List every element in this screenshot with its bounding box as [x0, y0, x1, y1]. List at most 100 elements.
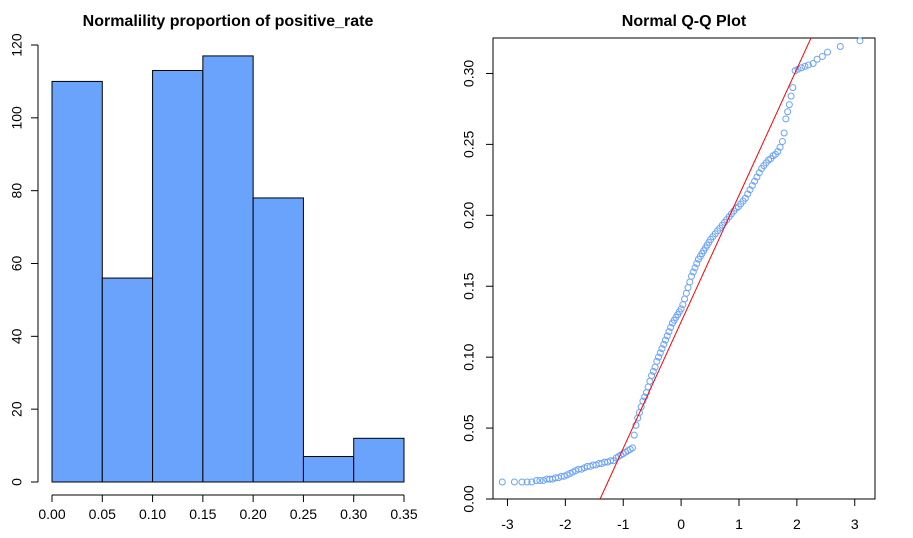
histogram-y-tick-label: 40	[9, 328, 25, 344]
histogram-bar	[353, 437, 405, 483]
qq-point	[856, 37, 864, 45]
qq-y-tick-label: 0.20	[461, 201, 477, 228]
qq-x-axis: -3 -2 -1 0 1 2 3	[501, 499, 859, 532]
qq-point	[630, 431, 638, 439]
qq-point	[818, 52, 826, 60]
histogram-bars	[51, 55, 405, 483]
qq-point	[606, 457, 614, 465]
qq-point	[518, 478, 526, 486]
qq-x-tick-label: 0	[677, 516, 685, 532]
histogram-y-axis: 0 20 40 60 80 100 120	[9, 33, 39, 486]
qq-point	[824, 48, 832, 56]
qq-point	[780, 129, 788, 137]
histogram-x-axis: 0.00 0.05 0.10 0.15 0.20 0.25 0.30 0.35	[38, 494, 418, 522]
qq-point	[523, 478, 531, 486]
qq-point	[532, 477, 540, 485]
qq-point	[836, 43, 844, 51]
qq-point	[681, 295, 689, 303]
qq-y-tick-label: 0.10	[461, 343, 477, 370]
qq-point	[646, 377, 654, 385]
histogram-y-tick-label: 100	[9, 106, 25, 130]
qq-point	[801, 62, 809, 70]
histogram-y-tick-label: 120	[9, 33, 25, 57]
qq-y-tick-label: 0.30	[461, 60, 477, 87]
qq-points	[498, 37, 864, 486]
qq-point	[785, 101, 793, 109]
qq-point	[663, 332, 671, 340]
histogram-x-tick-label: 0.15	[189, 506, 216, 522]
qq-point	[498, 478, 506, 486]
histogram-x-tick-label: 0.20	[240, 506, 267, 522]
histogram-bar	[101, 277, 154, 483]
histogram-x-tick-label: 0.10	[139, 506, 166, 522]
qq-y-tick-label: 0.00	[461, 485, 477, 512]
histogram-y-tick-label: 60	[9, 256, 25, 272]
qq-x-tick-label: -3	[501, 516, 514, 532]
qq-point	[660, 340, 668, 348]
qq-point	[655, 353, 663, 361]
qq-reference-line-segment	[599, 38, 812, 499]
qq-point	[782, 115, 790, 123]
qq-point	[684, 284, 692, 292]
qq-reference-line	[599, 38, 812, 499]
histogram-x-tick-label: 0.00	[38, 506, 65, 522]
qq-x-tick-label: -1	[617, 516, 630, 532]
histogram-bar	[252, 197, 304, 483]
qq-x-tick-label: -2	[559, 516, 572, 532]
qq-point	[797, 64, 805, 72]
qq-point	[789, 84, 797, 92]
qq-point	[686, 278, 694, 286]
qq-y-axis: 0.00 0.05 0.10 0.15 0.20 0.25 0.30	[461, 60, 493, 513]
qq-plot-box	[492, 37, 876, 500]
qq-x-tick-label: 1	[735, 516, 743, 532]
histogram-x-tick-label: 0.35	[390, 506, 417, 522]
qq-point	[536, 477, 544, 485]
qq-point	[693, 260, 701, 268]
qq-point	[667, 323, 675, 331]
qq-point	[641, 393, 649, 401]
qq-y-tick-label: 0.15	[461, 272, 477, 299]
qq-point	[688, 272, 696, 280]
qq-point	[658, 345, 666, 353]
qq-point	[632, 421, 640, 429]
histogram-bar	[152, 69, 204, 483]
histogram-title: Normalility proportion of positive_rate	[83, 13, 374, 30]
qq-y-tick-label: 0.05	[461, 414, 477, 441]
qq-point	[528, 478, 536, 486]
qq-point	[776, 143, 784, 151]
qq-point	[649, 367, 657, 375]
qq-point	[682, 289, 690, 297]
qq-point	[628, 444, 636, 452]
qq-point	[784, 108, 792, 116]
histogram-y-tick-label: 20	[9, 401, 25, 417]
qq-point	[661, 336, 669, 344]
qq-point	[539, 477, 547, 485]
histogram-panel: Normalility proportion of positive_rate …	[9, 13, 418, 522]
histogram-x-tick-label: 0.05	[89, 506, 116, 522]
histogram-x-tick-label: 0.30	[340, 506, 367, 522]
qq-point	[656, 349, 664, 357]
qq-point	[809, 60, 817, 68]
histogram-x-tick-label: 0.25	[290, 506, 317, 522]
histogram-y-tick-label: 80	[9, 183, 25, 199]
qq-x-tick-label: 2	[793, 516, 801, 532]
histogram-y-tick-label: 0	[9, 478, 25, 486]
qq-point	[653, 357, 661, 365]
qq-plot-title: Normal Q-Q Plot	[622, 13, 747, 30]
qq-point	[804, 61, 812, 69]
qq-point	[510, 478, 518, 486]
histogram-bar	[51, 80, 103, 483]
qq-plot-panel: Normal Q-Q Plot -3 -2 -1 0 1 2 3 0.000.050.100…	[461, 13, 876, 532]
qq-point	[787, 92, 795, 100]
qq-point	[778, 138, 786, 146]
qq-point	[689, 268, 697, 276]
qq-point	[665, 328, 673, 336]
qq-point	[813, 55, 821, 63]
qq-point	[639, 397, 647, 405]
qq-point	[677, 305, 685, 313]
qq-x-tick-label: 3	[851, 516, 859, 532]
histogram-bar	[202, 55, 254, 483]
qq-point	[648, 372, 656, 380]
qq-y-tick-label: 0.25	[461, 131, 477, 158]
